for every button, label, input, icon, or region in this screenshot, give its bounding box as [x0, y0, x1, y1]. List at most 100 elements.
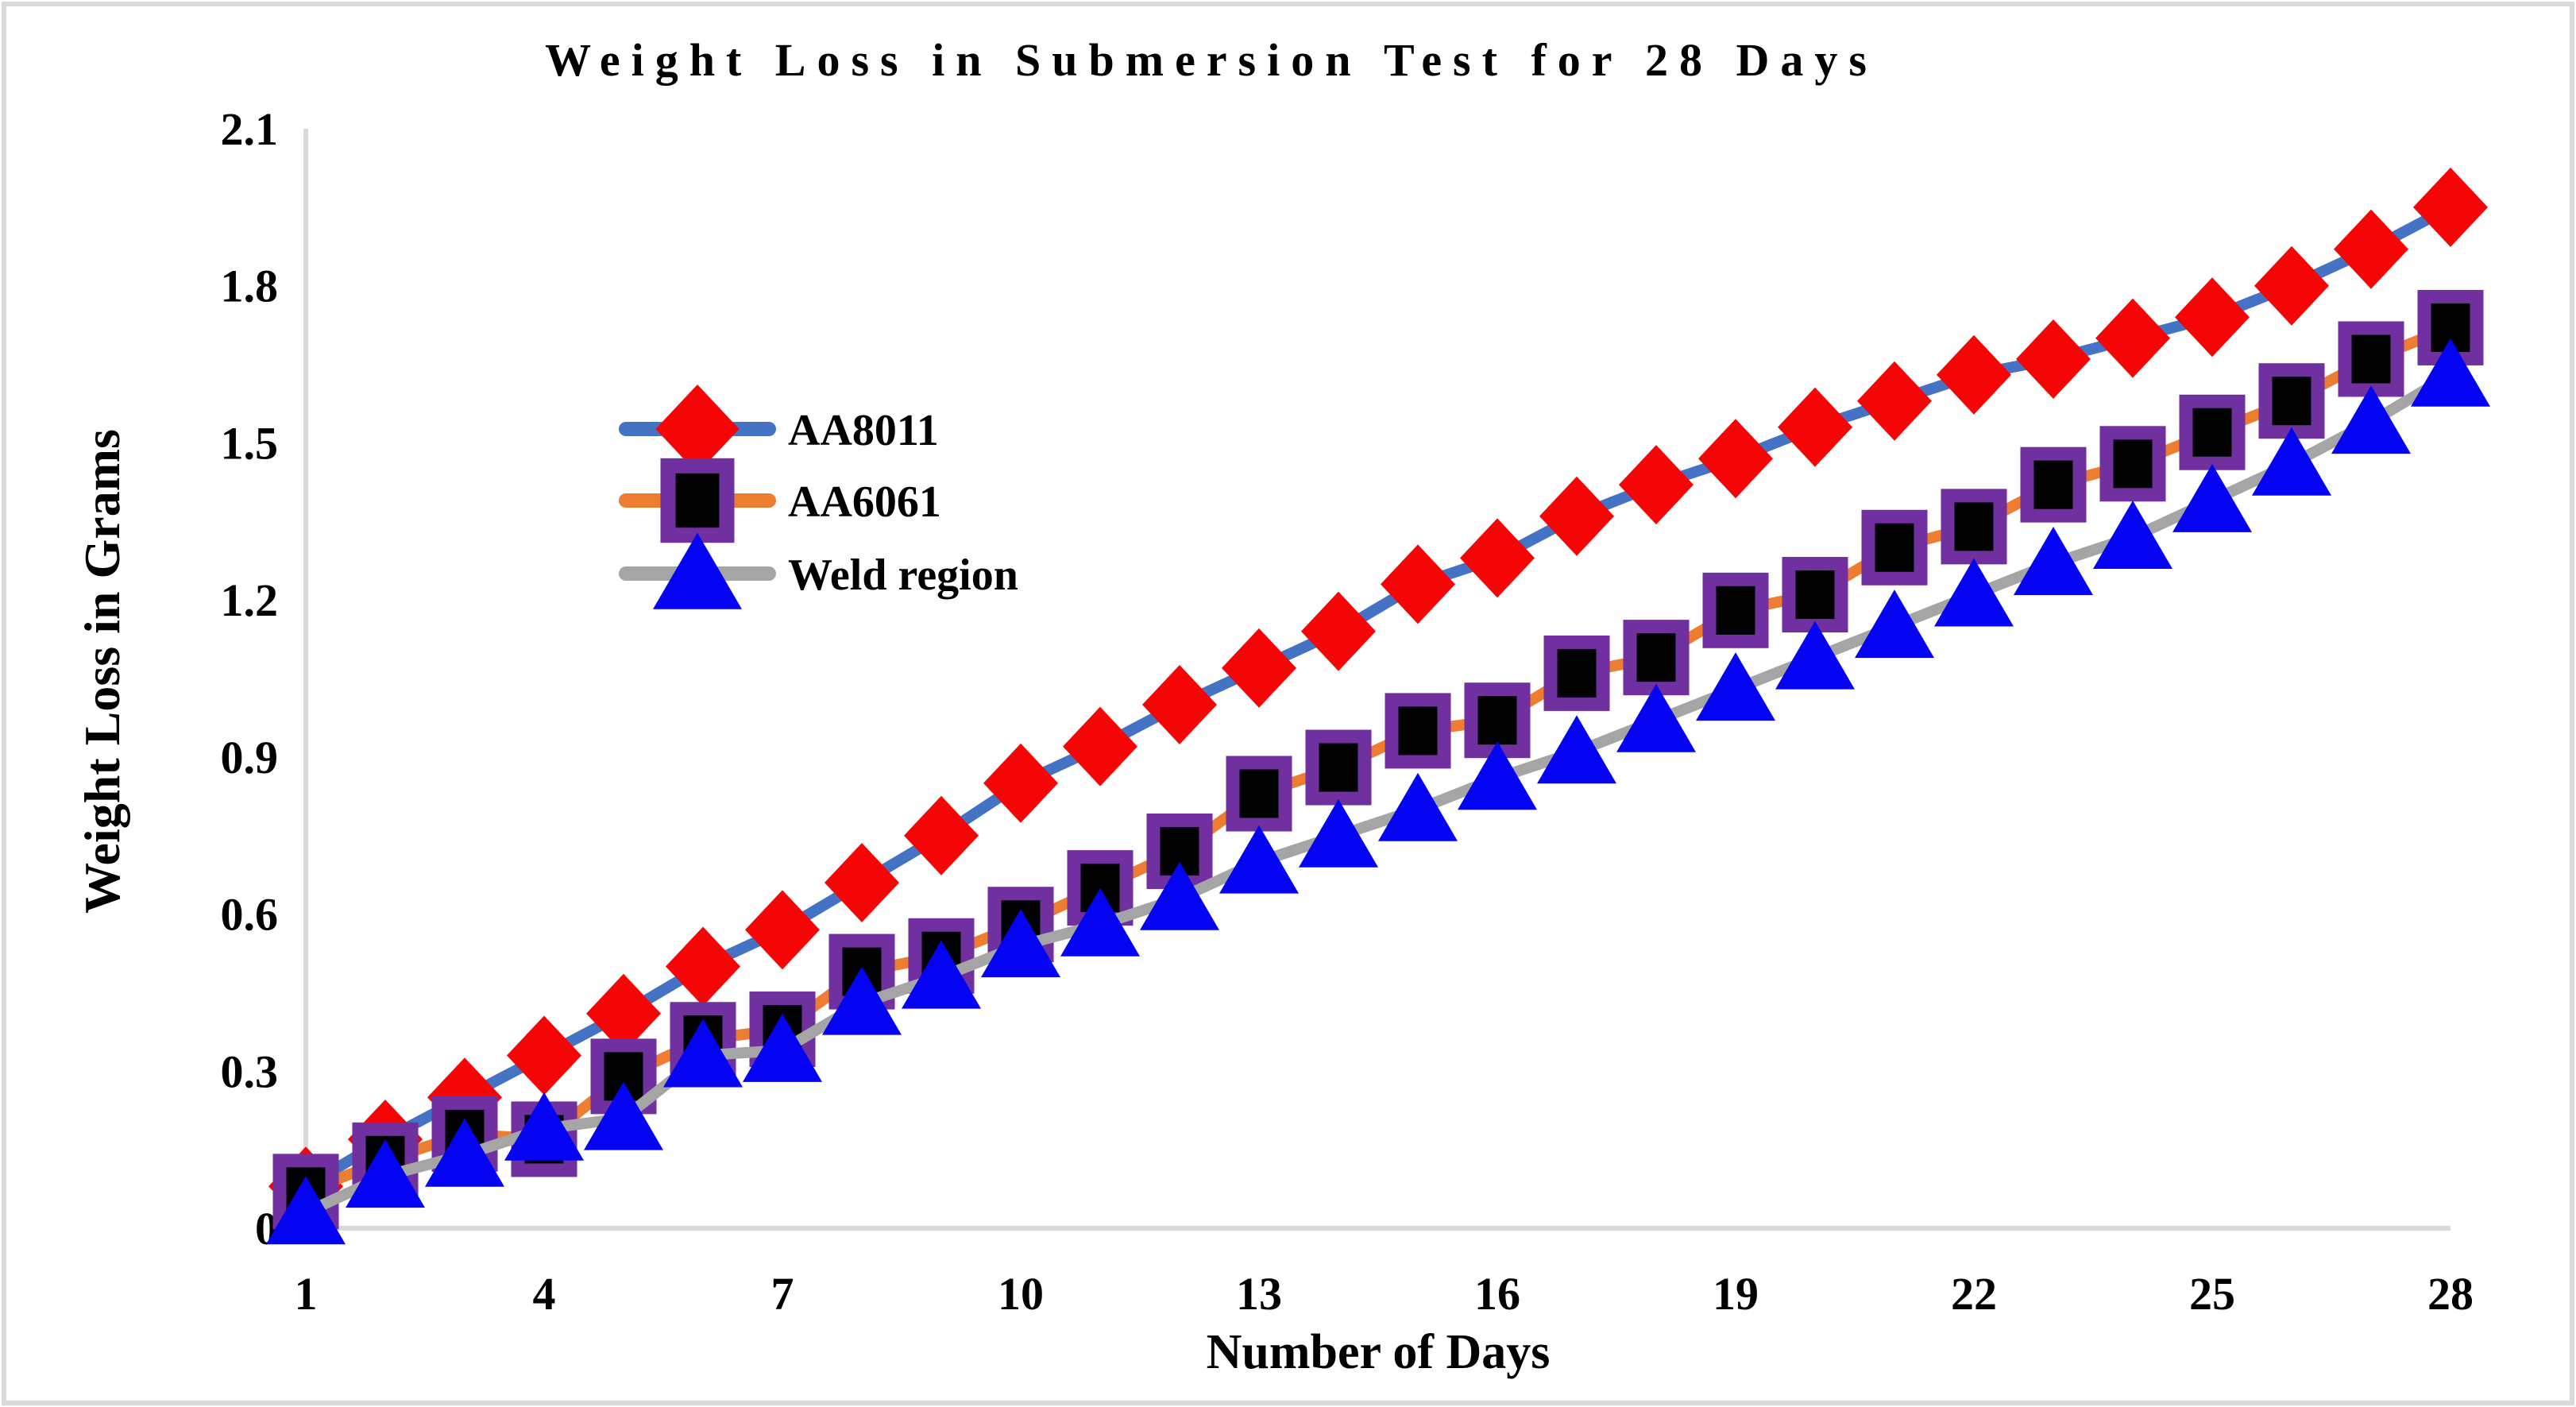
series-weld-region: [266, 338, 2490, 1245]
x-tick-label: 4: [533, 1268, 556, 1320]
diamond-marker: [1857, 361, 1932, 441]
series-line: [300, 369, 2456, 1219]
diamond-marker: [507, 1015, 581, 1096]
legend-label: Weld region: [788, 551, 1018, 600]
triangle-marker: [346, 1139, 425, 1208]
triangle-marker: [653, 532, 742, 609]
square-marker: [2338, 321, 2404, 397]
diamond-marker: [2334, 209, 2408, 289]
square-marker: [1226, 756, 1292, 832]
triangle-marker: [822, 966, 902, 1035]
diamond-marker: [1063, 706, 1137, 787]
diamond-marker: [2016, 319, 2091, 399]
y-tick-label: 1.5: [221, 417, 279, 469]
data-series: [266, 167, 2490, 1245]
triangle-marker: [2093, 501, 2172, 570]
triangle-marker: [2172, 463, 2252, 532]
diamond-marker: [1778, 387, 1852, 467]
diamond-marker: [1381, 544, 1455, 624]
square-marker: [1623, 620, 1690, 696]
diamond-marker: [1222, 628, 1296, 708]
legend-item: Weld region: [619, 532, 1018, 609]
legend-label: AA6061: [788, 477, 941, 527]
square-marker: [1385, 693, 1451, 769]
triangle-marker: [1616, 683, 1696, 752]
diamond-marker: [745, 890, 820, 970]
y-tick-label: 1.8: [221, 261, 279, 312]
diamond-marker: [1539, 476, 1614, 556]
triangle-marker: [2331, 385, 2411, 454]
triangle-marker: [1060, 887, 1140, 957]
square-marker: [660, 458, 735, 543]
triangle-marker: [981, 909, 1060, 978]
legend-item: AA8011: [619, 385, 939, 474]
chart-title: Weight Loss in Submersion Test for 28 Da…: [545, 34, 1878, 86]
triangle-marker: [504, 1092, 584, 1161]
x-axis-title: Number of Days: [1207, 1325, 1551, 1379]
x-tick-label: 7: [771, 1268, 794, 1320]
diamond-marker: [1460, 518, 1535, 598]
legend: AA8011 AA6061 Weld region: [619, 385, 1018, 609]
x-tick-label: 25: [2189, 1268, 2235, 1320]
triangle-marker: [1140, 861, 1219, 930]
diamond-marker: [2254, 245, 2329, 326]
square-marker: [2258, 363, 2325, 439]
triangle-marker: [584, 1081, 663, 1150]
square-marker: [2020, 446, 2087, 523]
series-line: [300, 322, 2456, 1197]
diamond-marker: [2095, 298, 2170, 378]
x-tick-label: 19: [1713, 1268, 1759, 1320]
diamond-marker: [2175, 277, 2250, 358]
y-tick-label: 0.6: [221, 889, 279, 941]
diamond-marker: [666, 926, 740, 1007]
diamond-marker: [825, 843, 899, 923]
triangle-marker: [1696, 652, 1775, 721]
legend-item: AA6061: [619, 458, 941, 543]
legend-label: AA8011: [788, 406, 939, 455]
triangle-marker: [743, 1013, 822, 1082]
y-axis-title: Weight Loss in Grams: [74, 429, 130, 914]
diamond-marker: [655, 385, 740, 474]
x-tick-label: 28: [2427, 1268, 2474, 1320]
triangle-marker: [1219, 825, 1299, 894]
y-tick-label: 2.1: [221, 103, 279, 155]
triangle-marker: [425, 1118, 504, 1187]
diamond-marker: [2413, 167, 2488, 247]
triangle-marker: [266, 1176, 346, 1245]
x-tick-label: 10: [998, 1268, 1044, 1320]
x-tick-label: 16: [1474, 1268, 1520, 1320]
square-marker: [1146, 813, 1213, 889]
x-tick-label: 13: [1236, 1268, 1282, 1320]
diamond-marker: [904, 795, 979, 876]
square-marker: [2099, 426, 2166, 502]
square-marker: [1782, 557, 1848, 633]
triangle-marker: [2411, 338, 2490, 407]
y-tick-label: 0.9: [221, 732, 279, 783]
triangle-marker: [1934, 558, 2014, 627]
diamond-marker: [983, 743, 1058, 823]
tick-labels: 00.30.60.91.21.51.82.11 4 7 10 13 16 19 22 25 28: [221, 103, 2474, 1320]
triangle-marker: [2014, 527, 2093, 596]
triangle-marker: [902, 940, 981, 1009]
triangle-marker: [1378, 772, 1458, 841]
axes: [303, 128, 2450, 1231]
diamond-marker: [1301, 591, 1376, 671]
series-line: [300, 201, 2456, 1192]
square-marker: [2179, 394, 2246, 470]
triangle-marker: [2252, 427, 2331, 496]
square-marker: [1543, 635, 1610, 711]
triangle-marker: [1458, 741, 1537, 810]
triangle-marker: [1537, 715, 1616, 784]
diamond-marker: [1142, 664, 1217, 744]
series-aa6061: [272, 289, 2484, 1230]
square-marker: [1702, 572, 1769, 648]
square-marker: [1305, 729, 1372, 806]
diamond-marker: [586, 973, 661, 1053]
diamond-marker: [1698, 419, 1773, 499]
triangle-marker: [1299, 798, 1378, 868]
triangle-marker: [1775, 620, 1855, 690]
diamond-marker: [1937, 334, 2011, 415]
